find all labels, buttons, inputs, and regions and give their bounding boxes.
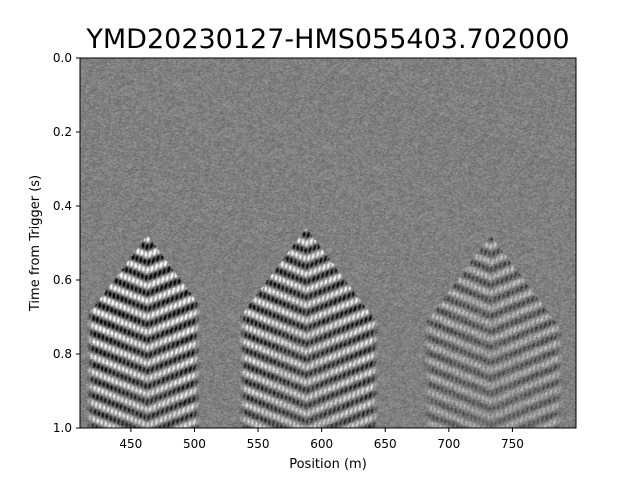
x-tick-label: 500 xyxy=(183,437,206,451)
x-tick-label: 650 xyxy=(374,437,397,451)
x-tick-label: 750 xyxy=(501,437,524,451)
y-tick-label: 0.2 xyxy=(53,125,72,139)
y-tick-label: 0.6 xyxy=(53,273,72,287)
x-tick-label: 600 xyxy=(310,437,333,451)
y-tick-label: 0.8 xyxy=(53,347,72,361)
y-tick-label: 1.0 xyxy=(53,421,72,435)
y-axis-label: Time from Trigger (s) xyxy=(28,175,43,312)
plot-frame xyxy=(79,57,577,429)
x-tick-label: 700 xyxy=(437,437,460,451)
x-axis: 450 500 550 600 650 700 750 xyxy=(119,428,524,451)
y-axis: 0.0 0.2 0.4 0.6 0.8 1.0 xyxy=(53,51,80,435)
y-tick-label: 0.4 xyxy=(53,199,72,213)
x-tick-label: 450 xyxy=(119,437,142,451)
plot-area xyxy=(80,58,576,428)
x-tick-label: 550 xyxy=(247,437,270,451)
x-axis-label: Position (m) xyxy=(289,457,367,472)
seismic-heatmap xyxy=(80,58,576,428)
y-tick-label: 0.0 xyxy=(53,51,72,65)
chart-title: YMD20230127-HMS055403.702000 xyxy=(85,24,569,55)
